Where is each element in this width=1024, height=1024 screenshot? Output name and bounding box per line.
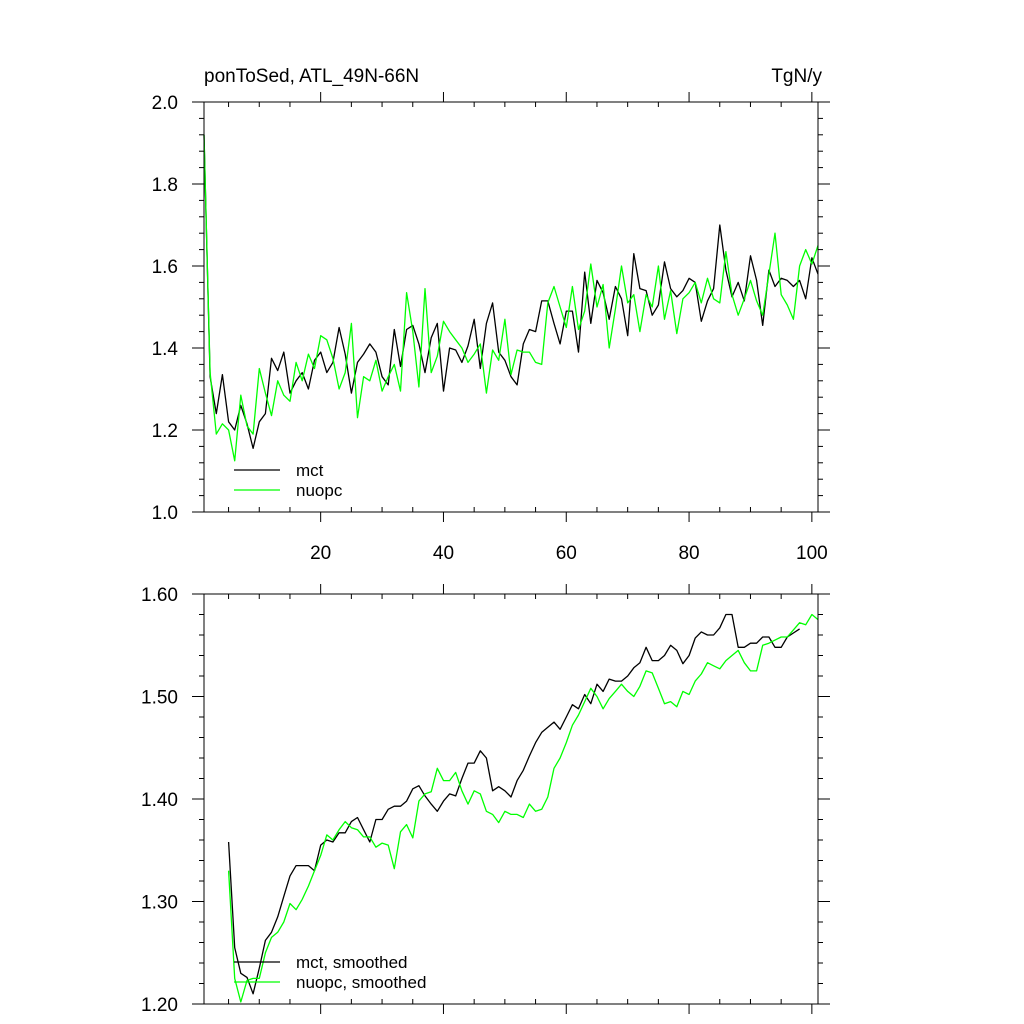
legend: mct nuopc bbox=[234, 461, 343, 500]
series-line-mct-smoothed bbox=[227, 613, 800, 995]
legend-label-mct: mct bbox=[296, 461, 324, 480]
y-tick-label: 1.2 bbox=[152, 421, 178, 442]
plot-frame bbox=[203, 101, 819, 513]
y-tick-label: 1.30 bbox=[141, 893, 178, 914]
legend-label-nuopc-smoothed: nuopc, smoothed bbox=[296, 973, 426, 992]
x-tick-label: 100 bbox=[796, 543, 828, 564]
chart-title: ponToSed, ATL_49N-66N bbox=[204, 66, 419, 87]
y-tick-label: 1.8 bbox=[152, 175, 178, 196]
units-label: TgN/y bbox=[771, 66, 822, 87]
y-tick-label: 1.0 bbox=[152, 503, 178, 524]
y-tick-label: 1.50 bbox=[141, 688, 178, 709]
series-line-mct bbox=[203, 134, 819, 450]
legend-label-nuopc: nuopc bbox=[296, 481, 343, 500]
y-tick-label: 1.20 bbox=[141, 995, 178, 1016]
bottom-panel: 1.20 1.30 1.40 1.50 1.60 mct, smoothed nuopc… bbox=[141, 584, 830, 1016]
x-tick-label: 40 bbox=[433, 543, 454, 564]
y-tick-label: 1.4 bbox=[152, 339, 179, 360]
legend: mct, smoothed nuopc, smoothed bbox=[234, 953, 426, 992]
plot-frame bbox=[203, 593, 819, 1005]
y-tick-label: 2.0 bbox=[152, 93, 178, 114]
legend-label-mct-smoothed: mct, smoothed bbox=[296, 953, 408, 972]
x-tick-label: 20 bbox=[310, 543, 331, 564]
y-tick-label: 1.40 bbox=[141, 790, 178, 811]
y-tick-label: 1.60 bbox=[141, 585, 178, 606]
series-line-nuopc bbox=[203, 134, 819, 462]
top-panel: ponToSed, ATL_49N-66N TgN/y 20 40 60 80 100 1… bbox=[152, 66, 830, 564]
x-tick-label: 80 bbox=[678, 543, 699, 564]
y-tick-label: 1.6 bbox=[152, 257, 178, 278]
series-line-nuopc-smoothed bbox=[227, 613, 819, 1003]
x-tick-label: 60 bbox=[556, 543, 577, 564]
